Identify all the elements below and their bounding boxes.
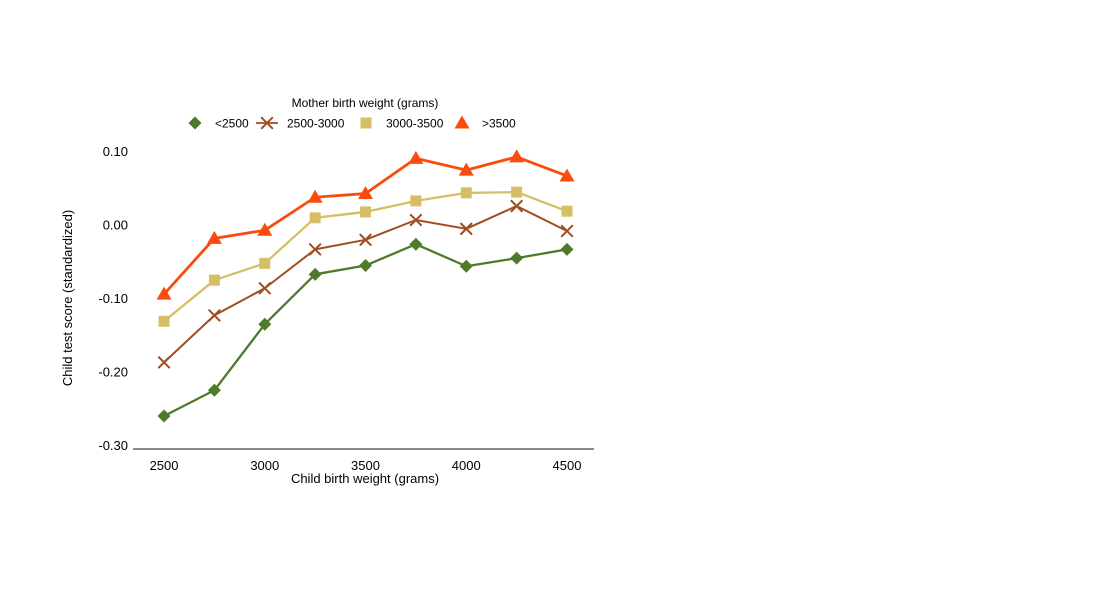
- data-point-square: [561, 205, 573, 217]
- legend-label: 2500-3000: [287, 116, 345, 130]
- data-point-square: [259, 257, 271, 269]
- data-point-square: [208, 274, 220, 286]
- data-point-triangle: [257, 222, 273, 236]
- data-point-diamond: [157, 409, 171, 423]
- x-axis-tick-labels: 2500 3000 3500 4000 4500: [150, 458, 582, 473]
- y-tick-label: -0.30: [98, 438, 128, 453]
- data-point-square: [410, 195, 422, 207]
- data-point-diamond: [207, 383, 221, 397]
- data-point-diamond: [510, 251, 524, 265]
- data-point-triangle: [408, 150, 424, 164]
- data-point-x: [460, 222, 473, 236]
- series-line: [162, 155, 569, 296]
- data-point-triangle: [458, 162, 474, 176]
- legend-item-2: 3000-3500: [360, 116, 444, 130]
- series-plot-area: [156, 149, 575, 423]
- data-point-x: [258, 282, 271, 295]
- data-point-diamond: [409, 237, 423, 251]
- x-axis-title: Child birth weight (grams): [291, 471, 439, 486]
- series-line: [163, 205, 569, 364]
- y-tick-label: 0.10: [103, 144, 128, 159]
- data-point-x: [260, 116, 274, 130]
- x-tick-label: 3500: [351, 458, 380, 473]
- data-point-square: [158, 315, 170, 327]
- data-point-square: [511, 186, 523, 198]
- data-point-square: [360, 117, 372, 129]
- x-tick-label: 4000: [452, 458, 481, 473]
- data-point-triangle: [206, 230, 222, 244]
- y-axis-title: Child test score (standardized): [60, 210, 75, 386]
- y-tick-label: -0.20: [98, 364, 128, 379]
- y-axis-tick-labels: 0.10 0.00 -0.10 -0.20 -0.30: [98, 144, 128, 453]
- data-point-diamond: [560, 242, 574, 256]
- legend-label: <2500: [215, 116, 249, 130]
- x-tick-label: 4500: [553, 458, 582, 473]
- data-point-x: [157, 356, 171, 369]
- data-point-triangle: [358, 186, 374, 200]
- legend-item-3: >3500: [454, 115, 516, 130]
- data-point-x: [208, 309, 221, 322]
- y-tick-label: -0.10: [98, 291, 128, 306]
- data-point-diamond: [188, 116, 202, 130]
- series-2: [158, 186, 573, 327]
- data-point-x: [560, 224, 574, 238]
- data-point-triangle: [156, 286, 172, 300]
- data-point-diamond: [258, 317, 272, 331]
- data-point-triangle: [559, 168, 575, 182]
- data-point-triangle: [509, 149, 525, 163]
- data-point-diamond: [359, 259, 373, 273]
- data-point-x: [409, 213, 423, 227]
- legend-title: Mother birth weight (grams): [292, 96, 439, 110]
- data-point-square: [360, 206, 372, 218]
- data-point-triangle: [307, 189, 323, 203]
- series-0: [157, 237, 574, 423]
- x-tick-label: 2500: [150, 458, 179, 473]
- x-tick-label: 3000: [250, 458, 279, 473]
- series-1: [157, 199, 574, 369]
- legend-item-1: 2500-3000: [256, 116, 345, 130]
- data-point-x: [359, 233, 372, 247]
- legend: <2500 2500-3000 3000-3500 >3500: [188, 115, 516, 130]
- data-point-square: [309, 212, 321, 224]
- data-point-x: [510, 199, 523, 213]
- legend-label: >3500: [482, 116, 516, 130]
- y-tick-label: 0.00: [103, 218, 128, 233]
- data-point-diamond: [308, 267, 322, 281]
- data-point-diamond: [459, 259, 473, 273]
- series-3: [156, 149, 575, 300]
- legend-item-0: <2500: [188, 116, 249, 130]
- data-point-x: [308, 243, 322, 256]
- data-point-square: [460, 187, 472, 199]
- legend-label: 3000-3500: [386, 116, 444, 130]
- data-point-triangle: [454, 115, 470, 129]
